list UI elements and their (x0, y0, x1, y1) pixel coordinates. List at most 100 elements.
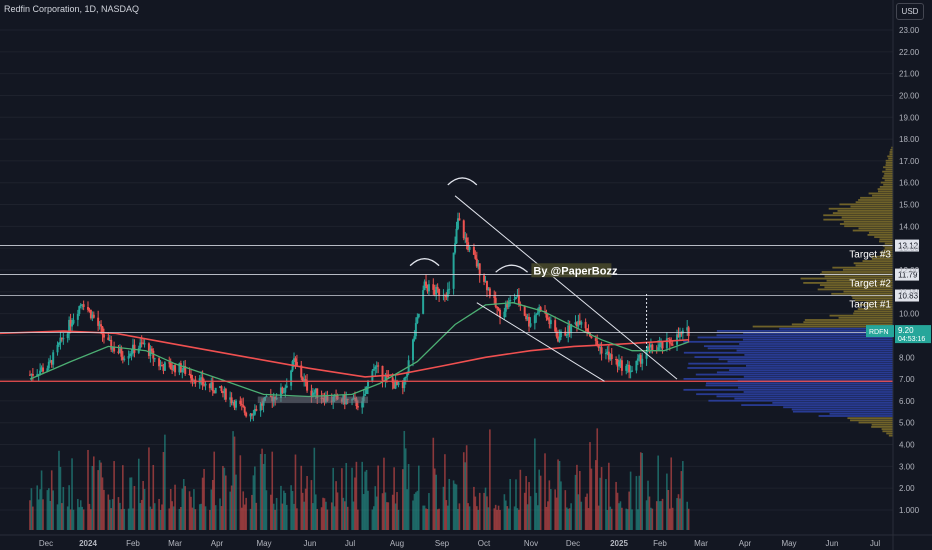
volume-bar (272, 503, 275, 530)
volume-bar (52, 490, 54, 530)
volume-bar (397, 509, 400, 530)
candle-body (117, 351, 120, 353)
volume-profile-bar (738, 386, 893, 389)
candle-body (178, 363, 181, 373)
candle-body (265, 395, 268, 397)
volume-bar (261, 448, 263, 530)
volume-bar (579, 470, 581, 530)
candle-body (210, 382, 213, 389)
volume-bar (577, 494, 580, 530)
volume-bar (225, 475, 227, 530)
volume-bar (484, 487, 487, 530)
candle-body (523, 305, 526, 316)
target-label: Target #3 (849, 250, 891, 261)
candle-body (230, 397, 233, 404)
candle-body (464, 237, 467, 239)
volume-bar (507, 508, 510, 530)
volume-bar (576, 464, 578, 530)
volume-bar (355, 461, 358, 530)
volume-profile-bar (817, 288, 893, 291)
volume-bar (468, 506, 471, 530)
candle-body (243, 406, 246, 413)
currency-selector[interactable]: USD (896, 3, 924, 20)
volume-bar (142, 480, 144, 530)
volume-profile-bar (884, 247, 893, 249)
volume-bar (391, 494, 394, 530)
candle-body (79, 304, 82, 307)
volume-bar (59, 466, 62, 530)
candle-body (426, 285, 429, 292)
price-tick-label: 12.00 (899, 266, 920, 275)
candle-body (555, 331, 558, 337)
volume-bar (525, 476, 527, 530)
volume-bar (536, 505, 539, 530)
volume-bar (523, 492, 526, 530)
candle-body (36, 374, 39, 376)
volume-bar (651, 508, 654, 530)
candle-body (687, 327, 690, 337)
volume-bar (679, 498, 681, 530)
candle-body (665, 338, 668, 349)
volume-bar (494, 504, 497, 530)
chart-title: Redfin Corporation, 1D, NASDAQ (4, 4, 140, 14)
price-tick-label: 23.00 (899, 26, 920, 35)
candle-body (590, 336, 593, 339)
candle-body (101, 326, 104, 335)
volume-bar (608, 462, 610, 530)
volume-bar (516, 508, 519, 530)
volume-bar (610, 508, 613, 530)
volume-bar (433, 468, 436, 530)
volume-bar (428, 493, 430, 530)
volume-bar (447, 505, 449, 530)
volume-bar (39, 489, 41, 530)
volume-profile-bar (695, 373, 893, 376)
time-tick-label: 2024 (79, 539, 97, 548)
candle-body (285, 385, 288, 388)
volume-bar (100, 462, 102, 530)
candle-body (311, 392, 314, 396)
volume-bar (191, 507, 194, 530)
volume-profile-bar (880, 181, 893, 184)
candle-body (179, 363, 182, 373)
time-tick-label: 2025 (610, 539, 628, 548)
volume-bar (262, 463, 265, 530)
volume-profile-bar (832, 212, 893, 214)
volume-profile-bar (858, 199, 893, 201)
volume-profile-bar (868, 192, 893, 195)
pattern-arc (447, 177, 478, 186)
candle-body (143, 343, 146, 345)
volume-bar (30, 488, 33, 530)
volume-bar (518, 509, 520, 530)
volume-bar (686, 501, 688, 530)
price-tick-label: 7.00 (899, 375, 915, 384)
candle-body (269, 395, 272, 397)
volume-profile-bar (823, 214, 893, 217)
candle-body (559, 331, 562, 338)
candle-body (645, 351, 648, 359)
volume-bar (229, 491, 231, 530)
volume-bar (198, 504, 201, 530)
candle-body (649, 344, 652, 348)
time-tick-label: Jul (870, 539, 880, 548)
volume-profile-bar (832, 266, 893, 269)
candle-body (172, 365, 175, 370)
candle-body (636, 358, 639, 361)
volume-bar (545, 506, 548, 530)
volume-profile-bar (879, 251, 893, 254)
volume-bar (284, 492, 287, 530)
volume-profile-bar (824, 286, 893, 289)
volume-profile-bar (838, 316, 893, 319)
candle-body (28, 374, 31, 376)
volume-profile-bar (855, 201, 893, 204)
candle-body (545, 312, 548, 318)
candle-body (660, 342, 663, 345)
candle-body (513, 299, 516, 301)
candle-body (504, 304, 507, 312)
volume-profile-bar (871, 258, 893, 260)
candle-body (282, 392, 285, 394)
candle-body (472, 246, 475, 255)
candle-body (638, 355, 641, 359)
candle-body (436, 286, 439, 289)
